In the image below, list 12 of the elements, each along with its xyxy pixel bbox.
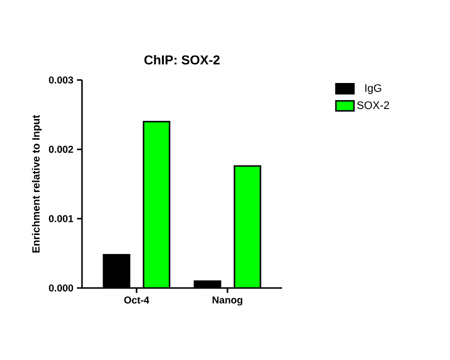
bar xyxy=(234,165,262,288)
legend-label: IgG xyxy=(365,84,382,94)
y-tick-label: 0.000 xyxy=(48,284,74,292)
x-tick-label: Nanog xyxy=(212,296,242,306)
y-axis-title: Enrichment relative to Input xyxy=(32,114,42,252)
y-tick-label: 0.003 xyxy=(48,76,74,84)
y-tick-label: 0.001 xyxy=(48,215,74,222)
legend-label: SOX-2 xyxy=(357,101,390,110)
bar xyxy=(144,122,170,288)
y-tick-label: 0.002 xyxy=(48,146,74,153)
chart-title: ChIP: SOX-2 xyxy=(144,54,220,64)
x-tick-label: Oct-4 xyxy=(124,296,150,304)
